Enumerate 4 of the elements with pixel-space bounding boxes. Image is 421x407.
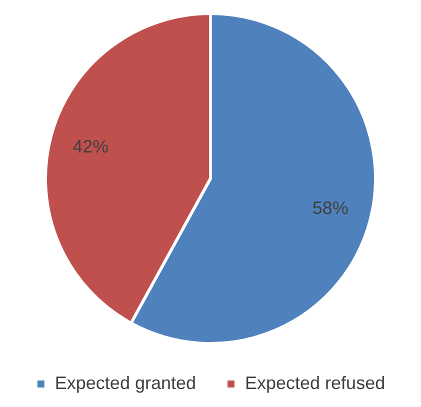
legend-label: Expected granted	[54, 372, 196, 393]
data-label: 42%	[72, 136, 109, 157]
legend-label: Expected refused	[245, 372, 386, 393]
data-label: 58%	[312, 198, 348, 218]
